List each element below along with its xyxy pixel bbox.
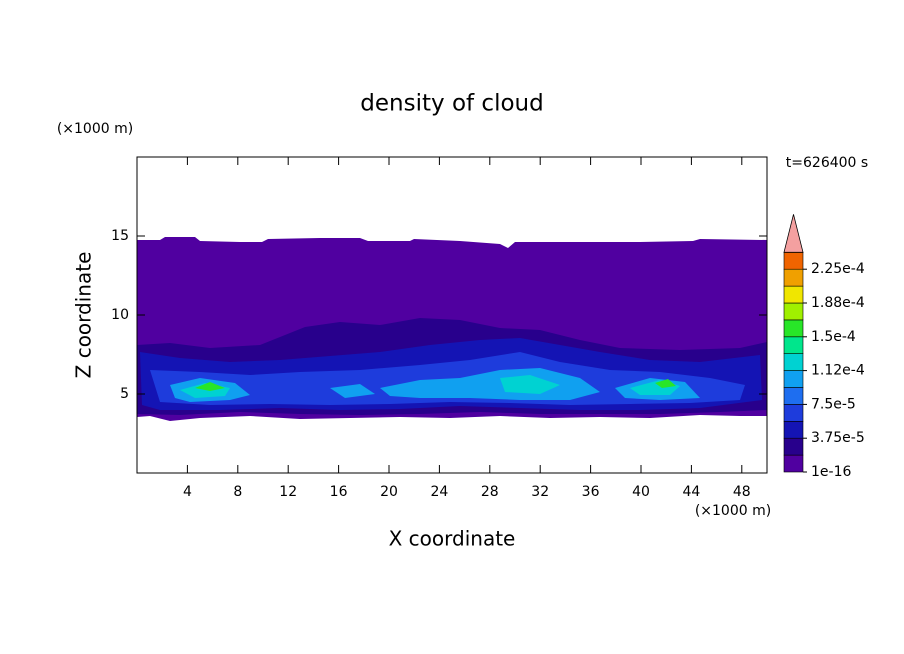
x-tick-label: 8 — [233, 484, 242, 500]
time-label: t=626400 s — [786, 155, 868, 171]
colorbar-tick-label: 1e-16 — [811, 464, 851, 480]
colorbar-tick-label: 1.88e-4 — [811, 295, 865, 311]
x-tick-label: 32 — [531, 484, 549, 500]
x-tick-label: 48 — [733, 484, 751, 500]
x-tick-label: 40 — [632, 484, 650, 500]
contour-field — [137, 237, 767, 421]
colorbar-box — [783, 437, 804, 456]
contour-region — [170, 368, 700, 402]
x-axis-label: X coordinate — [389, 527, 516, 551]
x-tick-label: 24 — [430, 484, 448, 500]
colorbar-box — [783, 370, 804, 388]
colorbar-box — [783, 252, 804, 270]
x-tick-label: 20 — [380, 484, 398, 500]
y-tick-label: 5 — [120, 386, 129, 402]
colorbar-box — [783, 302, 804, 321]
colorbar-tick-label: 3.75e-5 — [811, 430, 865, 446]
colorbar-box — [783, 404, 804, 422]
colorbar-box — [783, 454, 804, 473]
x-unit: (×1000 m) — [695, 503, 771, 519]
x-tick-label: 36 — [582, 484, 600, 500]
colorbar-extension — [783, 214, 804, 253]
colorbar-box — [783, 268, 804, 287]
colorbar-tick-label: 2.25e-4 — [811, 261, 865, 277]
colorbar-tick-label: 7.5e-5 — [811, 396, 856, 412]
colorbar-box — [783, 353, 804, 371]
x-tick-label: 28 — [481, 484, 499, 500]
y-unit: (×1000 m) — [57, 121, 133, 137]
x-tick-label: 16 — [330, 484, 348, 500]
colorbar-box — [783, 285, 804, 304]
x-tick-label: 12 — [279, 484, 297, 500]
colorbar-box — [783, 387, 804, 405]
y-axis-label: Z coordinate — [72, 252, 96, 379]
colorbar-box — [783, 319, 804, 338]
colorbar-tick-label: 1.12e-4 — [811, 363, 865, 379]
x-tick-label: 44 — [682, 484, 700, 500]
colorbar-box — [783, 336, 804, 354]
x-tick-label: 4 — [183, 484, 192, 500]
colorbar-box — [783, 420, 804, 439]
colorbar-tick-label: 1.5e-4 — [811, 329, 856, 345]
y-tick-label: 10 — [111, 307, 129, 323]
chart-title: density of cloud — [360, 91, 543, 117]
y-tick-label: 15 — [111, 228, 129, 244]
